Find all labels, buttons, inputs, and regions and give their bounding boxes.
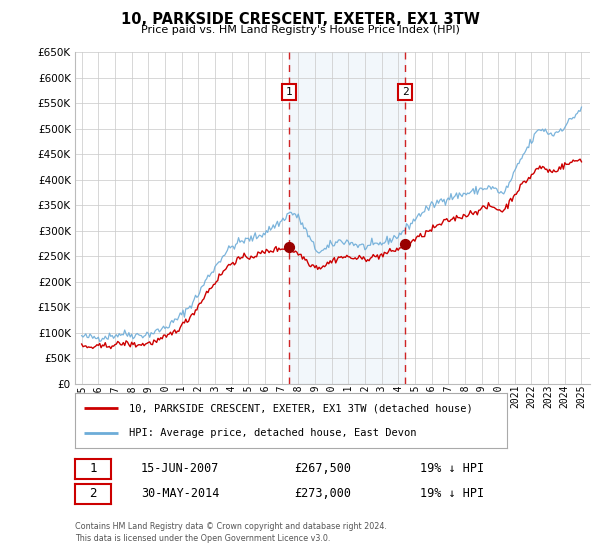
Text: 19% ↓ HPI: 19% ↓ HPI bbox=[420, 487, 484, 501]
Text: 2: 2 bbox=[401, 87, 409, 97]
Text: 30-MAY-2014: 30-MAY-2014 bbox=[141, 487, 220, 501]
Text: 19% ↓ HPI: 19% ↓ HPI bbox=[420, 462, 484, 475]
Text: 10, PARKSIDE CRESCENT, EXETER, EX1 3TW: 10, PARKSIDE CRESCENT, EXETER, EX1 3TW bbox=[121, 12, 479, 27]
Text: 1: 1 bbox=[286, 87, 292, 97]
Text: 2: 2 bbox=[89, 487, 97, 501]
Text: £273,000: £273,000 bbox=[294, 487, 351, 501]
Text: Price paid vs. HM Land Registry's House Price Index (HPI): Price paid vs. HM Land Registry's House … bbox=[140, 25, 460, 35]
Text: HPI: Average price, detached house, East Devon: HPI: Average price, detached house, East… bbox=[129, 428, 416, 438]
Point bbox=[400, 240, 410, 249]
Bar bbox=[289, 52, 405, 384]
Text: 1: 1 bbox=[89, 462, 97, 475]
Text: Contains HM Land Registry data © Crown copyright and database right 2024.: Contains HM Land Registry data © Crown c… bbox=[75, 522, 387, 531]
Point bbox=[284, 242, 294, 251]
Text: This data is licensed under the Open Government Licence v3.0.: This data is licensed under the Open Gov… bbox=[75, 534, 331, 543]
Text: 10, PARKSIDE CRESCENT, EXETER, EX1 3TW (detached house): 10, PARKSIDE CRESCENT, EXETER, EX1 3TW (… bbox=[129, 404, 473, 413]
Text: £267,500: £267,500 bbox=[294, 462, 351, 475]
Text: 15-JUN-2007: 15-JUN-2007 bbox=[141, 462, 220, 475]
